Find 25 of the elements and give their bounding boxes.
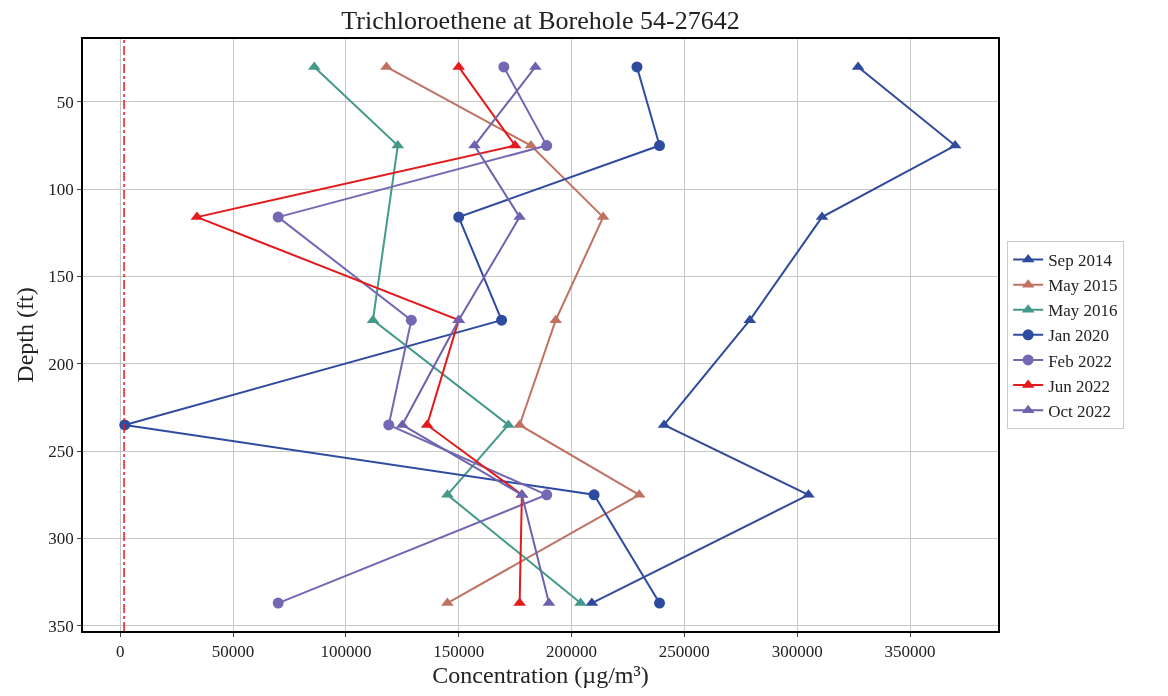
y-axis-title: Depth (ft) [11, 287, 38, 383]
y-tick-label: 50 [56, 92, 74, 112]
legend-label: Feb 2022 [1048, 351, 1112, 371]
y-tick-label: 300 [48, 529, 74, 549]
x-axis-title: Concentration (µg/m³) [432, 661, 649, 688]
chart-title: Trichloroethene at Borehole 54-27642 [341, 5, 740, 35]
legend-label: Jan 2020 [1048, 326, 1110, 346]
x-tick-label: 300000 [771, 642, 823, 662]
y-tick-label: 100 [48, 180, 74, 200]
x-tick-label: 250000 [658, 642, 710, 662]
legend-label: Oct 2022 [1048, 401, 1111, 421]
x-tick-label: 100000 [320, 642, 372, 662]
x-tick-label: 200000 [546, 642, 598, 662]
y-tick-label: 200 [48, 354, 74, 374]
y-tick-label: 150 [48, 267, 74, 287]
legend-label: May 2016 [1048, 301, 1118, 321]
x-tick-label: 0 [115, 642, 125, 662]
y-tick-label: 350 [48, 616, 74, 636]
y-tick-label: 250 [48, 442, 74, 462]
legend-label: May 2015 [1048, 276, 1118, 296]
legend-label: Jun 2022 [1048, 376, 1111, 396]
x-tick-label: 50000 [211, 642, 255, 662]
x-tick-label: 150000 [433, 642, 485, 662]
x-tick-label: 350000 [884, 642, 936, 662]
legend-label: Sep 2014 [1048, 251, 1113, 271]
